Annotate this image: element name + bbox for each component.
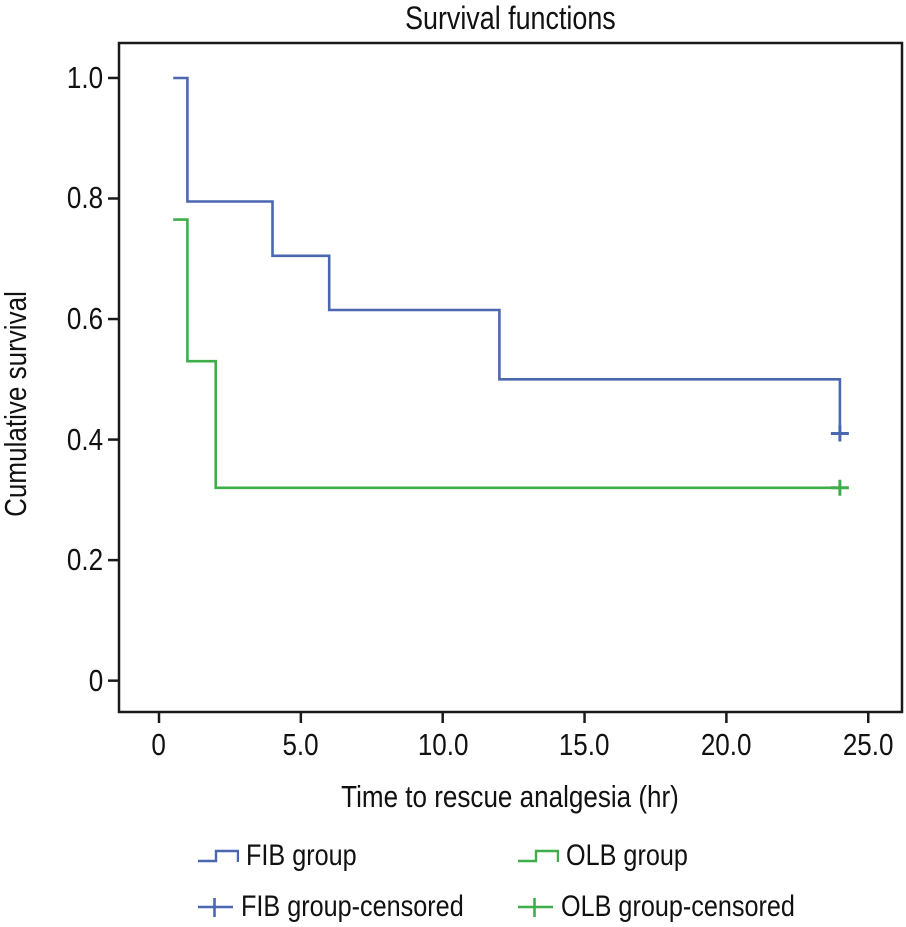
olb-group-line — [173, 218, 840, 490]
x-axis-label: Time to rescue analgesia (hr) — [119, 779, 902, 815]
step-line-icon — [198, 849, 239, 863]
legend-label: FIB group — [246, 839, 357, 872]
fib-group-line — [173, 76, 842, 434]
legend-item-fib-group-censored: FIB group-censored — [197, 890, 506, 924]
legend-label: OLB group-censored — [561, 890, 795, 923]
plot-border — [117, 41, 904, 714]
x-axis-label-text: Time to rescue analgesia (hr) — [341, 779, 680, 814]
x-tick-label: 15.0 — [559, 727, 610, 762]
legend-label: FIB group-censored — [241, 890, 464, 923]
x-tick-label: 25.0 — [842, 727, 894, 762]
chart-title-text: Survival functions — [405, 0, 616, 36]
legend-item-olb-group-censored: OLB group-censored — [517, 890, 840, 924]
fib-group-censor-mark — [830, 425, 849, 442]
y-tick-label: 1.0 — [66, 59, 103, 95]
legend-label: OLB group — [566, 839, 688, 872]
legend-item-fib-group: FIB group — [197, 839, 378, 873]
olb-group-censor-mark — [830, 479, 849, 496]
censor-plus-icon — [198, 898, 233, 917]
legend-item-olb-group: OLB group — [517, 839, 711, 873]
y-tick-label: 0.4 — [66, 421, 103, 457]
x-tick-label: 0 — [151, 727, 167, 762]
censor-plus-icon — [518, 898, 553, 917]
y-tick-label: 0.2 — [66, 542, 103, 578]
chart-title: Survival functions — [119, 0, 902, 36]
x-tick-label: 10.0 — [417, 727, 469, 762]
y-tick-label: 0.6 — [66, 301, 103, 337]
y-tick-label: 0.8 — [66, 180, 103, 216]
x-tick-label: 5.0 — [282, 727, 319, 762]
step-line-icon — [518, 849, 559, 863]
x-tick-label: 20.0 — [701, 727, 752, 762]
y-tick-label: 0 — [88, 662, 103, 698]
